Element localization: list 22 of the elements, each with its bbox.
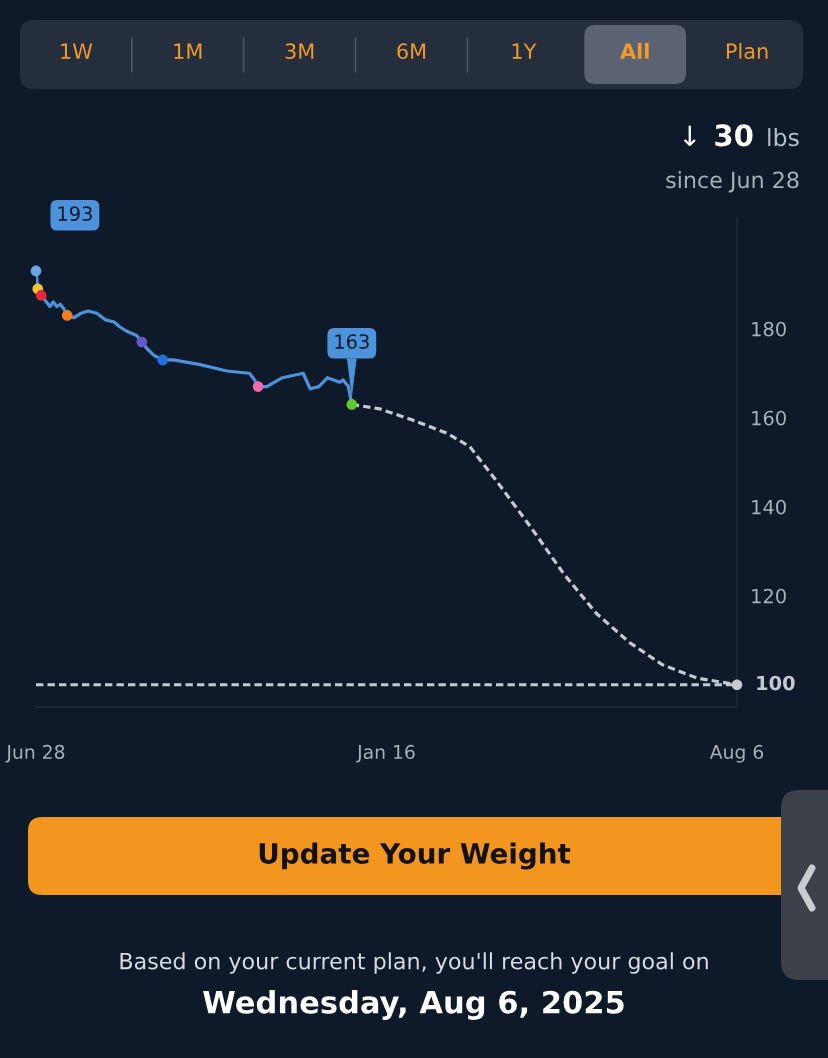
text: 1Y	[512, 43, 537, 59]
text: Wednesday, Aug 6, 2025	[203, 990, 624, 1020]
y-tick-label: 140	[752, 499, 786, 515]
ref-line-label: 100	[757, 675, 795, 691]
text: 3M	[285, 43, 314, 60]
x-tick-label: Jun 28	[5, 744, 65, 763]
x-tick-label: Aug 6	[709, 744, 764, 763]
y-tick-label: 180	[752, 321, 786, 337]
y-tick-label: 120	[752, 588, 786, 604]
text: since Jun 28	[666, 171, 799, 193]
text: 6M	[397, 43, 426, 60]
annotation: 193	[58, 206, 92, 221]
text: All	[620, 42, 649, 59]
text: Update Your Weight	[259, 842, 571, 870]
annotation: 163	[335, 334, 369, 349]
x-tick-label: Jan 16	[356, 744, 415, 763]
text: 1W	[61, 43, 93, 59]
text: Based on your current plan, you'll reach your goal on	[120, 952, 708, 974]
text: Plan	[726, 42, 768, 60]
text: ↓ 30 lbs	[683, 124, 799, 147]
text: 1M	[174, 43, 202, 59]
y-tick-label: 160	[752, 410, 786, 426]
